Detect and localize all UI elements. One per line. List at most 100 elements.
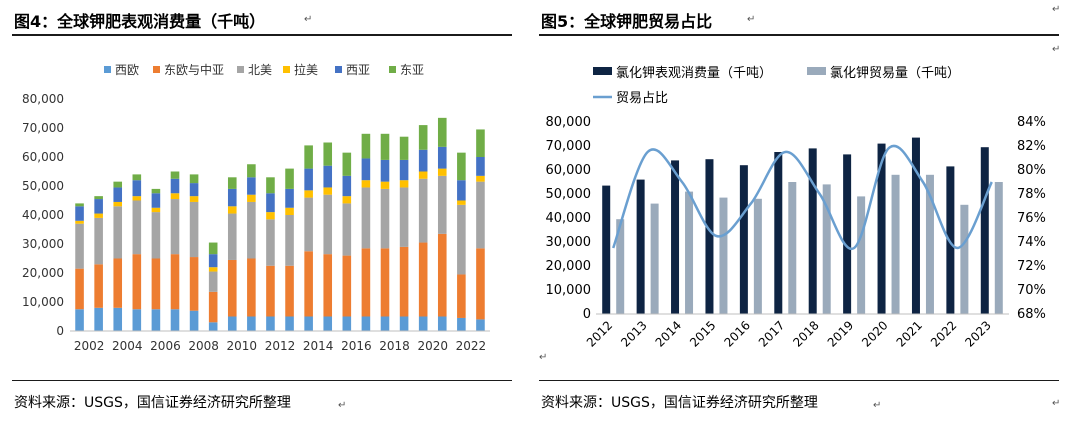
bar-segment [189, 257, 199, 311]
bar-segment [476, 319, 485, 331]
bar-segment [189, 183, 199, 197]
x-tick-label: 2014 [653, 318, 684, 349]
y-tick-label: 0 [583, 307, 591, 322]
bar [685, 191, 694, 314]
bar-segment [361, 316, 371, 331]
x-tick-label: 2019 [825, 318, 856, 349]
bar-segment [380, 181, 390, 189]
bar-segment [361, 180, 371, 188]
x-tick-label: 2020 [859, 318, 890, 349]
bar [843, 154, 852, 314]
bar-segment [342, 316, 352, 331]
x-tick-label: 2008 [188, 339, 219, 353]
bar-segment [189, 196, 199, 202]
x-tick-label: 2010 [227, 339, 258, 353]
x-tick-label: 2023 [962, 318, 993, 349]
bar [739, 165, 748, 314]
bar-segment [113, 206, 123, 259]
bar-segment [418, 149, 428, 172]
bar-segment [437, 233, 447, 317]
bar-segment [323, 165, 333, 188]
bar-segment [476, 248, 485, 320]
bar-segment [132, 180, 142, 197]
y-tick-label: 0 [56, 324, 64, 338]
legend-label: 东亚 [400, 63, 424, 77]
bar-segment [132, 254, 142, 310]
bar-segment [380, 159, 390, 182]
x-tick-label: 2016 [721, 318, 752, 349]
bar-segment [437, 175, 447, 234]
bar-segment [151, 193, 161, 208]
bar-segment [189, 174, 199, 184]
y2-tick-label: 72% [1017, 259, 1046, 274]
bar-segment [247, 177, 256, 195]
bar-segment [304, 190, 313, 198]
bar-segment [94, 196, 103, 200]
bar-segment [75, 206, 84, 221]
x-tick-label: 2021 [894, 318, 925, 349]
bar [705, 159, 714, 314]
bar-segment [227, 177, 237, 189]
bar [980, 147, 989, 314]
bar-segment [208, 271, 218, 292]
bar-segment [476, 129, 485, 157]
figure-title: 图4：全球钾肥表观消费量（千吨） [14, 12, 266, 31]
legend-label: 北美 [248, 63, 272, 77]
combo-chart-trade-share: 氯化钾表观消费量（千吨） 氯化钾贸易量（千吨） 贸易占比 0 10,000 20,000 3… [546, 66, 1046, 350]
bar-segment [437, 168, 447, 176]
x-tick-label: 2012 [584, 318, 615, 349]
bar-segment [399, 136, 409, 160]
bar-segment [342, 175, 352, 197]
bar-segment [247, 316, 256, 331]
bar-segment [399, 246, 409, 317]
bar-segment [342, 152, 352, 176]
legend-swatch [283, 66, 290, 73]
bar-segment [132, 196, 142, 201]
bar-segment [457, 204, 466, 275]
legend-label: 氯化钾贸易量（千吨） [830, 66, 960, 81]
y2-tick-label: 74% [1017, 235, 1046, 250]
y-tick-label: 20,000 [22, 266, 64, 280]
bar-segment [227, 259, 237, 317]
y-tick-label: 80,000 [546, 115, 592, 130]
bar-segment [323, 187, 333, 195]
y2-tick-label: 70% [1017, 283, 1046, 298]
bar-segment [285, 207, 294, 215]
bar [616, 219, 625, 314]
bar-segment [247, 201, 256, 259]
bar-segment [418, 316, 428, 331]
bar-segment [380, 133, 390, 160]
legend-label: 拉美 [294, 62, 318, 77]
bar-segment [94, 307, 103, 331]
legend-label: 氯化钾表观消费量（千吨） [616, 66, 772, 81]
y-tick-label: 30,000 [22, 237, 64, 251]
bar-segment [304, 145, 313, 169]
bar-segment [304, 251, 313, 317]
bar-segment [342, 196, 352, 204]
bar-segment [170, 193, 180, 200]
figure-right: 图5：全球钾肥贸易占比 ↵ ↵ ↵ 氯化钾表观消费量（千吨） 氯化钾贸易量（千吨）… [535, 0, 1068, 423]
bar-segment [342, 255, 352, 317]
bar [788, 182, 797, 314]
figure-title: 图5：全球钾肥贸易占比 [541, 12, 713, 31]
bar-segment [418, 125, 428, 150]
bar-segment [399, 159, 409, 181]
bar [650, 203, 659, 314]
legend-label: 东欧与中亚 [164, 62, 224, 77]
bar-segment [399, 187, 409, 247]
y-tick-label: 40,000 [546, 211, 592, 226]
y2-tick-label: 80% [1017, 163, 1046, 178]
bar-segment [227, 213, 237, 260]
bar-segment [266, 316, 275, 331]
bar-segment [113, 187, 123, 202]
bar-segment [170, 171, 180, 179]
y-tick-label: 30,000 [546, 235, 592, 250]
x-tick-label: 2018 [790, 318, 821, 349]
legend-swatch [593, 67, 612, 75]
x-tick-label: 2016 [341, 339, 372, 353]
legend-swatch [104, 66, 111, 73]
y2-tick-label: 76% [1017, 211, 1046, 226]
y2-tick-label: 84% [1017, 115, 1046, 130]
bar-segment [113, 201, 123, 207]
bar-segment [361, 187, 371, 249]
